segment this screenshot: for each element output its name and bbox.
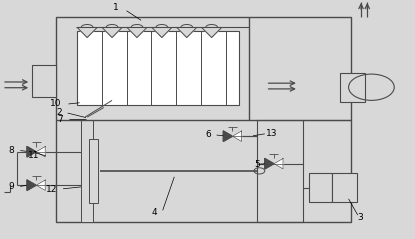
Bar [309, 173, 332, 202]
Text: 13: 13 [266, 129, 277, 138]
Polygon shape [36, 180, 45, 190]
Bar [77, 31, 239, 105]
Text: 11: 11 [28, 151, 40, 160]
Bar [56, 17, 351, 222]
Polygon shape [27, 147, 36, 157]
Bar [81, 120, 93, 222]
Text: 5: 5 [254, 160, 260, 169]
Polygon shape [77, 27, 97, 38]
Bar [89, 139, 98, 203]
Polygon shape [274, 158, 283, 169]
Text: 2: 2 [56, 108, 62, 117]
Text: 1: 1 [112, 3, 118, 12]
Polygon shape [102, 27, 122, 38]
Text: 9: 9 [9, 182, 15, 191]
Polygon shape [223, 131, 232, 141]
Polygon shape [152, 27, 172, 38]
Polygon shape [36, 147, 45, 157]
Text: 8: 8 [9, 146, 15, 155]
Polygon shape [177, 27, 197, 38]
Text: 6: 6 [205, 130, 211, 139]
Polygon shape [265, 158, 274, 169]
Polygon shape [202, 27, 222, 38]
Text: 7: 7 [57, 114, 63, 124]
Text: 3: 3 [357, 212, 363, 222]
Polygon shape [127, 27, 147, 38]
Bar [332, 173, 357, 202]
Text: 10: 10 [50, 99, 61, 109]
Bar [340, 73, 365, 102]
Text: 12: 12 [46, 185, 57, 194]
Polygon shape [27, 180, 36, 190]
Polygon shape [232, 131, 242, 141]
Bar [32, 65, 56, 97]
Text: 4: 4 [151, 208, 157, 217]
